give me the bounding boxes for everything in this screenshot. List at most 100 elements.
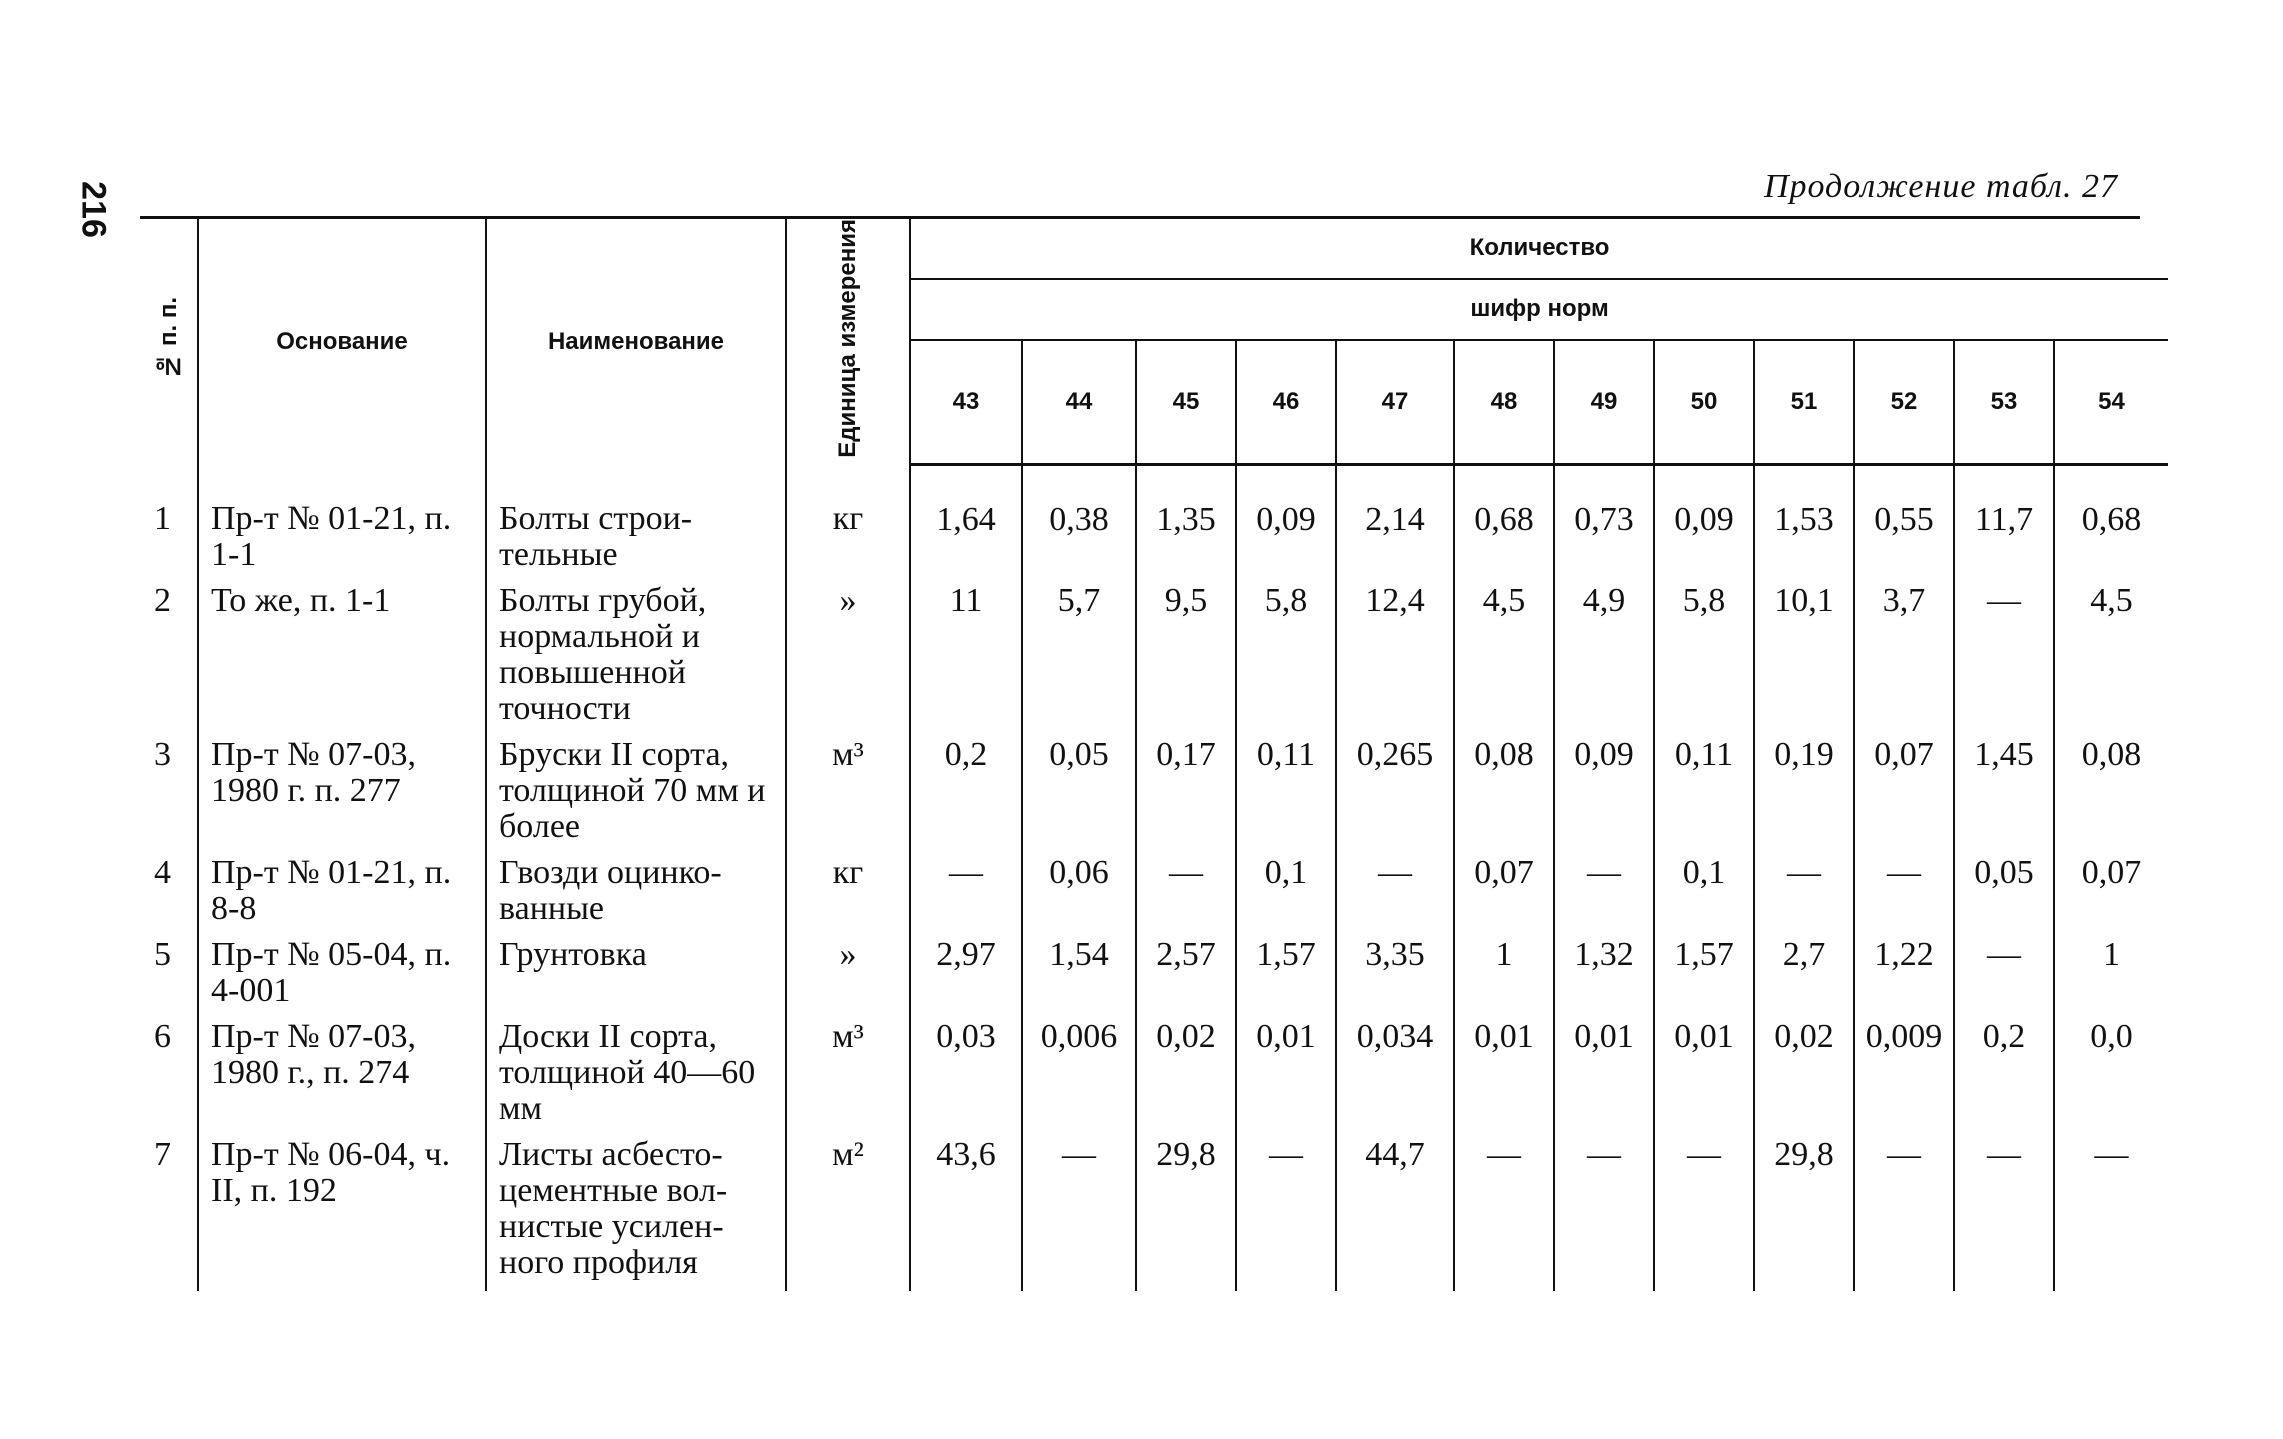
- row-value-54: 4,5: [2052, 572, 2169, 727]
- row-value-47: 0,265: [1335, 726, 1454, 845]
- table-row: 4 Пр-т № 01-21, п. 8-8 Гвозди оцинко-ванны…: [140, 844, 2169, 927]
- row-basis: Пр-т № 01-21, п. 1-1: [197, 464, 486, 573]
- row-value-52: 0,07: [1853, 726, 1954, 845]
- top-rule: [140, 216, 2140, 219]
- row-value-47: 12,4: [1335, 572, 1454, 727]
- row-value-48: 0,08: [1453, 726, 1554, 845]
- row-number: 5: [154, 935, 171, 973]
- row-value-49: 4,9: [1553, 572, 1654, 727]
- row-value-53: —: [1953, 572, 2054, 727]
- row-value-49: 0,01: [1553, 1008, 1654, 1127]
- row-value-46: 1,57: [1235, 926, 1336, 1009]
- row-name: Грунтовка: [485, 926, 786, 1009]
- row-value-43: —: [909, 844, 1022, 927]
- row-value-51: —: [1753, 844, 1854, 927]
- row-value-50: 0,1: [1653, 844, 1754, 927]
- row-unit: м³: [785, 726, 910, 845]
- table-row: 6 Пр-т № 07-03, 1980 г., п. 274 Доски II с…: [140, 1008, 2169, 1127]
- row-value-47: —: [1335, 844, 1454, 927]
- row-basis: Пр-т № 06-04, ч. II, п. 192: [197, 1126, 486, 1291]
- row-unit: м³: [785, 1008, 910, 1127]
- row-value-54: 0,0: [2052, 1008, 2169, 1127]
- row-value-43: 0,2: [909, 726, 1022, 845]
- row-name: Болты строи-тельные: [485, 464, 786, 573]
- row-value-53: —: [1953, 926, 2054, 1009]
- header-code-52: 52: [1853, 339, 1954, 467]
- header-code-48: 48: [1453, 339, 1554, 467]
- header-code-45: 45: [1135, 339, 1236, 467]
- row-value-44: 0,05: [1021, 726, 1136, 845]
- row-number: 1: [154, 499, 171, 537]
- row-value-54: 1: [2052, 926, 2169, 1009]
- row-value-46: 5,8: [1235, 572, 1336, 727]
- row-name: Доски II сорта, толщиной 40—60 мм: [485, 1008, 786, 1127]
- row-value-45: 9,5: [1135, 572, 1236, 727]
- row-value-50: 0,09: [1653, 464, 1754, 573]
- header-code-44: 44: [1021, 339, 1136, 467]
- row-number: 3: [154, 735, 171, 773]
- row-value-44: —: [1021, 1126, 1136, 1291]
- row-value-53: 1,45: [1953, 726, 2054, 845]
- row-value-49: 0,73: [1553, 464, 1654, 573]
- row-name: Листы асбесто-цементные вол-нистые усиле…: [485, 1126, 786, 1291]
- row-value-48: 0,07: [1453, 844, 1554, 927]
- header-code-54: 54: [2052, 339, 2169, 467]
- row-value-52: 1,22: [1853, 926, 1954, 1009]
- row-value-48: —: [1453, 1126, 1554, 1291]
- row-value-49: —: [1553, 844, 1654, 927]
- row-value-43: 1,64: [909, 464, 1022, 573]
- row-unit: »: [785, 572, 910, 727]
- row-value-44: 0,06: [1021, 844, 1136, 927]
- header-name: Наименование: [485, 219, 786, 465]
- row-value-53: 0,05: [1953, 844, 2054, 927]
- row-value-49: 1,32: [1553, 926, 1654, 1009]
- header-quantity: Количество: [908, 219, 2169, 280]
- table-row: 2 То же, п. 1-1 Болты грубой, нормальной и…: [140, 572, 2169, 727]
- row-basis: Пр-т № 07-03, 1980 г., п. 274: [197, 1008, 486, 1127]
- row-value-50: 5,8: [1653, 572, 1754, 727]
- row-value-44: 0,006: [1021, 1008, 1136, 1127]
- row-name: Гвозди оцинко-ванные: [485, 844, 786, 927]
- row-name: Бруски II сорта, толщиной 70 мм и более: [485, 726, 786, 845]
- row-value-45: 0,02: [1135, 1008, 1236, 1127]
- row-number: 7: [154, 1135, 171, 1173]
- header-code-49: 49: [1553, 339, 1654, 467]
- row-value-46: —: [1235, 1126, 1336, 1291]
- row-value-52: —: [1853, 844, 1954, 927]
- row-number: 2: [154, 581, 171, 619]
- row-unit: »: [785, 926, 910, 1009]
- row-value-50: 0,01: [1653, 1008, 1754, 1127]
- row-value-44: 5,7: [1021, 572, 1136, 727]
- row-value-45: 29,8: [1135, 1126, 1236, 1291]
- row-value-45: 1,35: [1135, 464, 1236, 573]
- row-value-43: 43,6: [909, 1126, 1022, 1291]
- row-value-45: 2,57: [1135, 926, 1236, 1009]
- row-value-51: 10,1: [1753, 572, 1854, 727]
- row-value-54: —: [2052, 1126, 2169, 1291]
- row-value-47: 2,14: [1335, 464, 1454, 573]
- row-name: Болты грубой, нормальной и повышенной то…: [485, 572, 786, 727]
- row-basis: Пр-т № 07-03, 1980 г. п. 277: [197, 726, 486, 845]
- row-value-52: —: [1853, 1126, 1954, 1291]
- header-basis: Основание: [197, 219, 486, 465]
- row-value-49: 0,09: [1553, 726, 1654, 845]
- row-value-45: 0,17: [1135, 726, 1236, 845]
- row-value-50: 0,11: [1653, 726, 1754, 845]
- row-value-48: 0,68: [1453, 464, 1554, 573]
- row-value-48: 1: [1453, 926, 1554, 1009]
- row-value-51: 0,19: [1753, 726, 1854, 845]
- header-code-53: 53: [1953, 339, 2054, 467]
- row-value-51: 0,02: [1753, 1008, 1854, 1127]
- row-value-51: 2,7: [1753, 926, 1854, 1009]
- row-value-51: 29,8: [1753, 1126, 1854, 1291]
- header-unit-label: Единица измерения: [834, 219, 862, 458]
- header-code-43: 43: [909, 339, 1022, 467]
- row-basis: То же, п. 1-1: [197, 572, 486, 727]
- page-number: 216: [74, 181, 113, 238]
- row-unit: кг: [785, 844, 910, 927]
- row-value-52: 0,009: [1853, 1008, 1954, 1127]
- row-basis: Пр-т № 01-21, п. 8-8: [197, 844, 486, 927]
- row-value-51: 1,53: [1753, 464, 1854, 573]
- header-code-51: 51: [1753, 339, 1854, 467]
- row-value-46: 0,1: [1235, 844, 1336, 927]
